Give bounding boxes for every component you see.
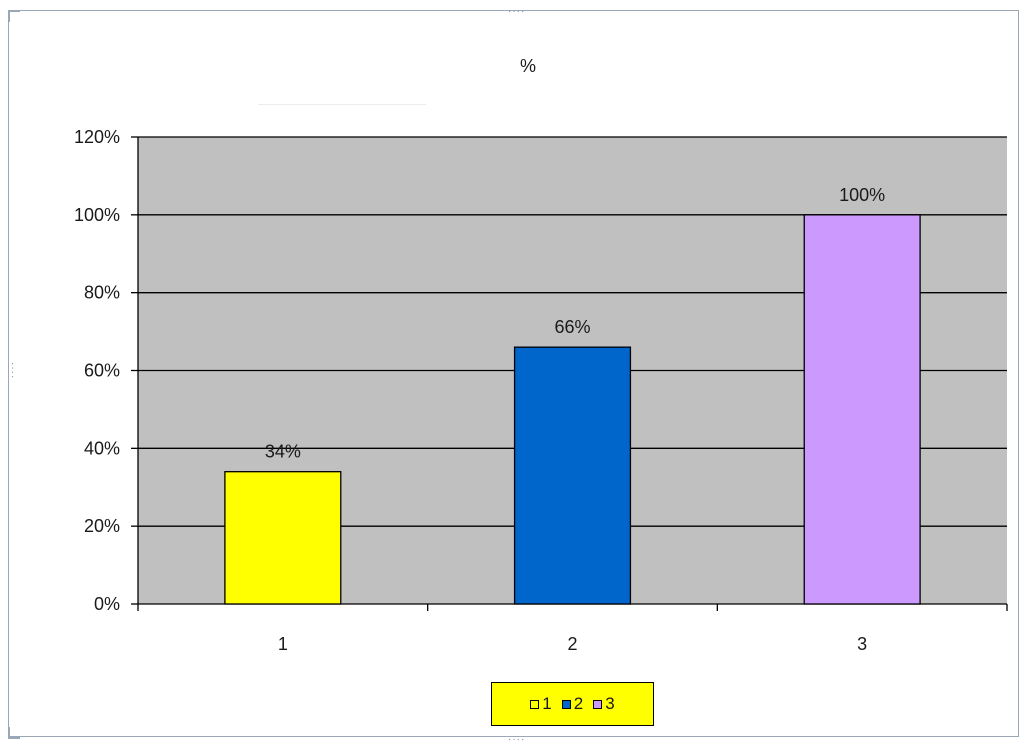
corner-top-left bbox=[8, 10, 20, 22]
legend-swatch bbox=[530, 699, 540, 709]
legend-label: 3 bbox=[605, 694, 615, 713]
legend-label: 2 bbox=[573, 694, 584, 713]
resize-handle-left[interactable]: ···· bbox=[7, 362, 18, 380]
resize-handle-bottom[interactable]: ···· bbox=[508, 734, 526, 745]
bar-2 bbox=[513, 346, 632, 605]
x-tick-label: 3 bbox=[857, 634, 867, 654]
x-tick-label: 2 bbox=[567, 634, 577, 654]
title-underline bbox=[258, 104, 426, 105]
data-label: 66% bbox=[554, 317, 590, 337]
y-tick-label: 0% bbox=[94, 594, 120, 614]
y-tick-label: 80% bbox=[84, 283, 120, 303]
chart-legend[interactable]: 1 2 3 bbox=[491, 682, 654, 726]
y-tick-label: 120% bbox=[74, 127, 120, 147]
y-tick-label: 40% bbox=[84, 438, 120, 458]
data-label: 100% bbox=[839, 185, 885, 205]
legend-swatch bbox=[593, 699, 603, 709]
legend-label: 1 bbox=[542, 694, 552, 713]
bar-1 bbox=[224, 471, 342, 605]
data-label: 34% bbox=[265, 442, 301, 462]
y-tick-label: 20% bbox=[84, 516, 120, 536]
chart-title: % bbox=[520, 56, 536, 76]
y-tick-label: 60% bbox=[84, 361, 120, 381]
corner-bottom-left bbox=[8, 727, 20, 739]
resize-handle-top[interactable]: ···· bbox=[508, 6, 526, 17]
legend-item[interactable]: 2 bbox=[561, 694, 584, 714]
legend-item[interactable]: 3 bbox=[593, 694, 615, 714]
bar-3 bbox=[803, 214, 921, 605]
x-tick-label: 1 bbox=[278, 634, 288, 654]
legend-item[interactable]: 1 bbox=[530, 694, 552, 714]
y-tick-label: 100% bbox=[74, 205, 120, 225]
legend-swatch bbox=[561, 699, 571, 709]
